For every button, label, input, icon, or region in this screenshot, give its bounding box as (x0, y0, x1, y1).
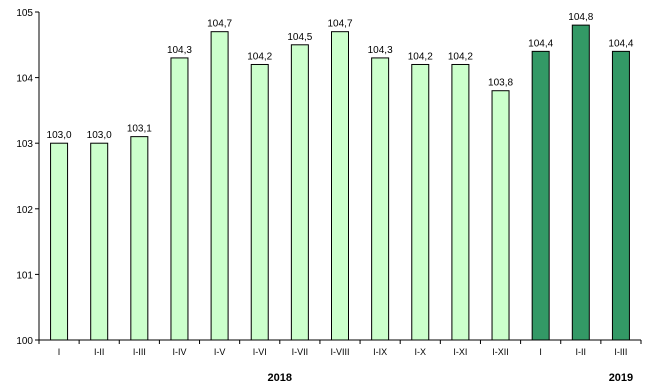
value-label: 104,4 (528, 38, 553, 49)
bar (531, 50, 550, 341)
bar (290, 44, 309, 341)
value-label: 103,1 (127, 124, 152, 135)
year-label: 2019 (609, 372, 633, 384)
bar (250, 63, 269, 341)
y-tick-label: 105 (16, 8, 33, 19)
x-tick-label: I-V (214, 347, 226, 357)
bar (50, 142, 69, 341)
x-tick-label: I (539, 347, 542, 357)
group-labels: 2018 2019 (268, 372, 634, 384)
x-axis: I I-II I-III I-IV I-V I-VI I-VII I-VIII I-IX I-X I… (38, 339, 642, 357)
value-label: 104,4 (608, 38, 633, 49)
x-tick-label: I-XI (453, 347, 467, 357)
y-axis: 100 101 102 103 104 105 (16, 8, 40, 347)
x-tick-label: I-III (133, 347, 146, 357)
value-label: 103,8 (488, 78, 513, 89)
x-tick-label: I-VI (253, 347, 267, 357)
bars (50, 24, 630, 341)
bar (611, 50, 630, 341)
bar (331, 31, 349, 341)
value-label: 104,2 (448, 51, 473, 62)
x-tick-label: I-II (94, 347, 105, 357)
x-tick-label: I-IV (172, 347, 186, 357)
x-tick-label: I-II (576, 347, 587, 357)
x-tick-label: I (58, 347, 61, 357)
bar (210, 31, 229, 341)
value-label: 104,5 (287, 32, 312, 43)
bar (491, 90, 510, 341)
value-label: 104,2 (247, 51, 272, 62)
value-label: 104,7 (207, 19, 232, 30)
bar (130, 136, 149, 341)
bar (571, 24, 590, 341)
x-tick-label: I-VIII (330, 347, 349, 357)
x-tick-label: I-X (415, 347, 427, 357)
value-label: 104,8 (568, 12, 593, 23)
bar (90, 142, 109, 341)
x-tick-label: I-IX (373, 347, 387, 357)
y-tick-label: 103 (16, 139, 33, 150)
bar (170, 57, 189, 341)
value-label: 104,2 (408, 51, 433, 62)
y-tick-label: 104 (16, 74, 33, 85)
x-tick-label: I-VII (292, 347, 309, 357)
value-label: 104,3 (368, 45, 393, 56)
value-label: 104,3 (167, 45, 192, 56)
year-label: 2018 (268, 372, 292, 384)
x-tick-label: I-XII (492, 347, 509, 357)
bar (411, 63, 430, 341)
y-tick-label: 100 (16, 336, 33, 347)
value-label: 104,7 (327, 19, 352, 30)
bar (371, 57, 390, 341)
y-tick-label: 102 (16, 205, 33, 216)
value-label: 103,0 (87, 130, 112, 141)
value-labels: 103,0 103,0 103,1 104,3 104,7 104,2 104,5 104,7… (47, 12, 634, 141)
y-tick-label: 101 (16, 270, 33, 281)
value-label: 103,0 (47, 130, 72, 141)
bar (451, 63, 470, 341)
x-tick-label: I-III (614, 347, 627, 357)
